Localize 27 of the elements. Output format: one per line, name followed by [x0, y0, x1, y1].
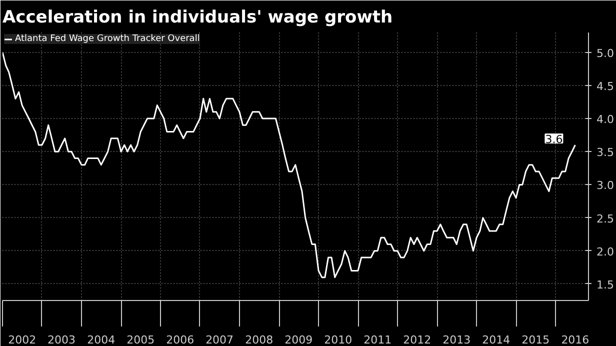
x-tick-label: 2007 — [206, 334, 234, 346]
x-tick-label: 2013 — [442, 334, 471, 346]
chart-title: Acceleration in individuals' wage growth — [2, 8, 393, 28]
y-tick-label: 2.0 — [596, 245, 614, 258]
x-tick-label: 2002 — [8, 334, 36, 346]
y-tick-label: 1.5 — [596, 278, 614, 292]
line-series — [2, 52, 576, 278]
y-tick-label: 4.5 — [596, 80, 614, 93]
x-tick-label: 2003 — [48, 334, 76, 346]
x-tick-label: 2009 — [284, 334, 313, 346]
x-tick-label: 2016 — [561, 334, 590, 346]
x-tick-label: 2012 — [403, 334, 432, 346]
x-tick-label: 2014 — [482, 334, 510, 346]
x-tick-label: 2004 — [87, 334, 116, 346]
x-tick-label: 2006 — [166, 334, 194, 346]
y-tick-label: 2.5 — [596, 212, 614, 226]
y-tick-label: 4.0 — [596, 113, 614, 126]
legend-label: Atlanta Fed Wage Growth Tracker Overall — [15, 34, 200, 44]
x-tick-label: 2011 — [364, 334, 392, 346]
y-tick-label: 3.5 — [596, 146, 614, 160]
annotation: 3.6 — [545, 132, 563, 146]
y-tick-label: 5.0 — [596, 46, 614, 60]
y-tick-label: 3.0 — [596, 179, 614, 192]
x-tick-label: 2010 — [324, 334, 352, 346]
x-tick-label: 2005 — [126, 334, 155, 346]
x-tick-label: 2015 — [522, 334, 550, 346]
x-tick-label: 2008 — [245, 334, 274, 346]
